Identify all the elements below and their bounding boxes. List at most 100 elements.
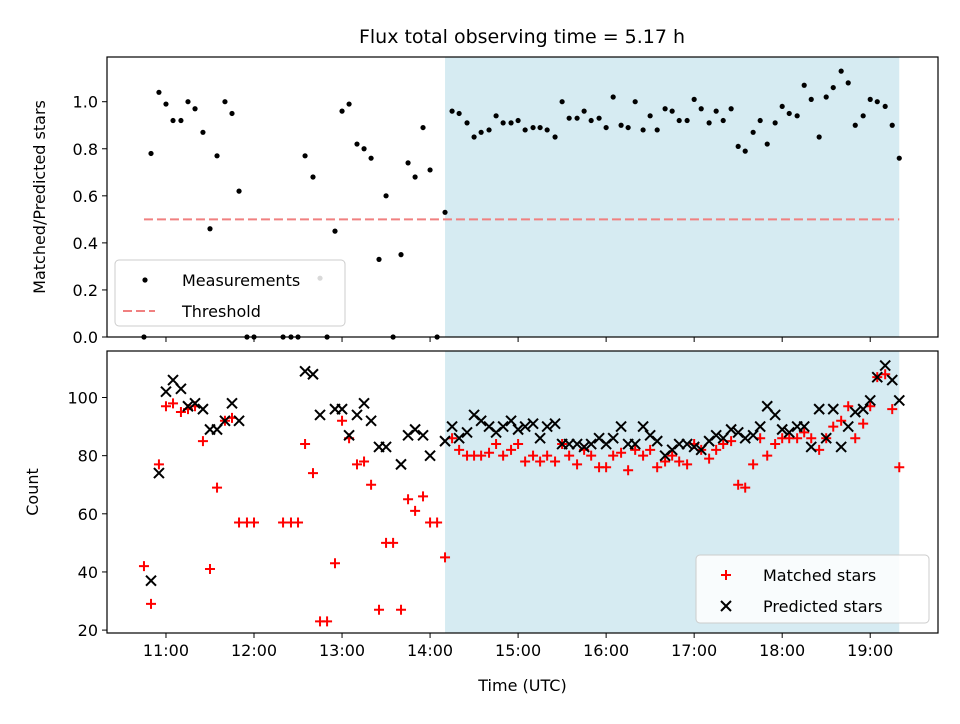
measurement-point xyxy=(808,96,814,102)
axes-frame xyxy=(106,56,939,338)
predicted-star-point xyxy=(769,409,781,421)
matched-star-point xyxy=(440,552,451,563)
matched-star-point xyxy=(704,453,715,464)
measurement-point xyxy=(684,117,690,124)
observing-window-band xyxy=(445,57,900,337)
predicted-star-point xyxy=(160,385,172,398)
legend-measurements-marker xyxy=(142,277,148,283)
measurement-point xyxy=(163,101,169,107)
matched-star-point xyxy=(564,450,575,461)
measurement-point xyxy=(515,117,521,124)
predicted-star-point xyxy=(505,415,517,427)
y-axis-label: Count xyxy=(23,468,42,516)
matched-star-point xyxy=(726,436,737,447)
matched-star-point xyxy=(249,517,260,528)
matched-star-point xyxy=(572,459,583,470)
y-tick-label: 0.2 xyxy=(73,281,98,300)
predicted-star-point xyxy=(497,420,509,433)
matched-star-point xyxy=(388,537,399,548)
matched-star-point xyxy=(293,517,304,528)
measurement-point xyxy=(625,124,631,131)
measurement-point xyxy=(713,108,719,114)
bottom-panel: 20 40 60 80 100 11:00 12:00 13:00 14:00 15:00 16:0… xyxy=(23,350,939,695)
predicted-star-point xyxy=(893,394,905,407)
matched-star-point xyxy=(806,433,817,444)
measurement-point xyxy=(398,252,404,258)
measurement-point xyxy=(676,117,682,124)
measurement-point xyxy=(229,110,235,117)
measurement-point xyxy=(654,127,660,133)
measurement-point xyxy=(236,188,242,194)
measurement-point xyxy=(720,117,726,124)
predicted-star-point xyxy=(615,420,627,433)
predicted-star-point xyxy=(343,429,355,442)
matched-star-point xyxy=(146,598,157,609)
measurement-point xyxy=(896,155,902,161)
measurement-point xyxy=(339,108,345,114)
predicted-star-point xyxy=(886,374,898,386)
matched-star-point xyxy=(608,450,619,461)
predicted-star-point xyxy=(629,438,641,450)
measurement-point xyxy=(618,122,624,128)
predicted-star-point xyxy=(879,359,891,372)
matched-star-point xyxy=(403,494,414,505)
matched-star-point xyxy=(623,465,634,476)
predicted-star-point xyxy=(783,426,795,439)
matched-star-point xyxy=(432,517,443,528)
measurement-point xyxy=(148,150,154,157)
measurement-point xyxy=(537,124,543,131)
measurement-point xyxy=(464,120,470,126)
matched-star-point xyxy=(748,459,759,470)
matched-star-point xyxy=(586,450,597,461)
measurement-point xyxy=(361,146,367,152)
predicted-star-point xyxy=(585,438,597,450)
matched-star-point xyxy=(396,604,407,615)
matched-star-point xyxy=(792,433,803,444)
y-tick-label: 0.8 xyxy=(73,140,98,159)
measurement-point xyxy=(478,129,484,135)
matched-star-point xyxy=(652,462,663,473)
predicted-star-point xyxy=(578,441,590,453)
measurement-point xyxy=(735,143,741,150)
matched-star-point xyxy=(212,482,223,493)
measurement-point xyxy=(867,96,873,102)
measurement-point xyxy=(214,153,220,159)
measurement-point xyxy=(493,113,499,119)
y-tick-label: 0.4 xyxy=(73,234,98,253)
matched-star-point xyxy=(542,450,553,461)
predicted-star-point xyxy=(541,420,553,433)
measurement-point xyxy=(456,110,462,117)
measurement-point xyxy=(757,117,763,124)
measurement-point xyxy=(882,103,888,110)
predicted-star-point xyxy=(424,449,436,462)
measurement-point xyxy=(816,134,822,140)
matched-star-point xyxy=(667,450,678,461)
predicted-star-point xyxy=(380,441,392,453)
predicted-star-point xyxy=(798,420,810,433)
matched-star-point xyxy=(858,418,869,429)
legend-box xyxy=(695,554,930,624)
measurement-point xyxy=(559,99,565,105)
matched-star-point xyxy=(814,444,825,455)
predicted-star-point xyxy=(307,368,319,380)
measurement-point xyxy=(772,120,778,126)
y-tick-label: 0.6 xyxy=(73,187,98,206)
y-tick-label: 20 xyxy=(78,621,98,640)
legend: Matched stars Predicted stars xyxy=(695,554,930,624)
predicted-star-point xyxy=(189,397,201,410)
measurement-point xyxy=(632,99,638,105)
measurement-point xyxy=(552,134,558,140)
measurement-point xyxy=(178,117,184,124)
predicted-star-point xyxy=(739,432,751,444)
matched-star-point xyxy=(711,444,722,455)
matched-star-point xyxy=(476,450,487,461)
predicted-star-point xyxy=(820,432,832,444)
matched-star-point xyxy=(682,459,693,470)
axes-frame xyxy=(106,350,939,634)
measurement-point xyxy=(838,68,844,74)
matched-star-point xyxy=(843,401,854,412)
measurement-point xyxy=(530,124,536,131)
measurement-point xyxy=(889,122,895,128)
y-tick-label: 40 xyxy=(78,563,98,582)
predicted-star-point xyxy=(842,420,854,433)
